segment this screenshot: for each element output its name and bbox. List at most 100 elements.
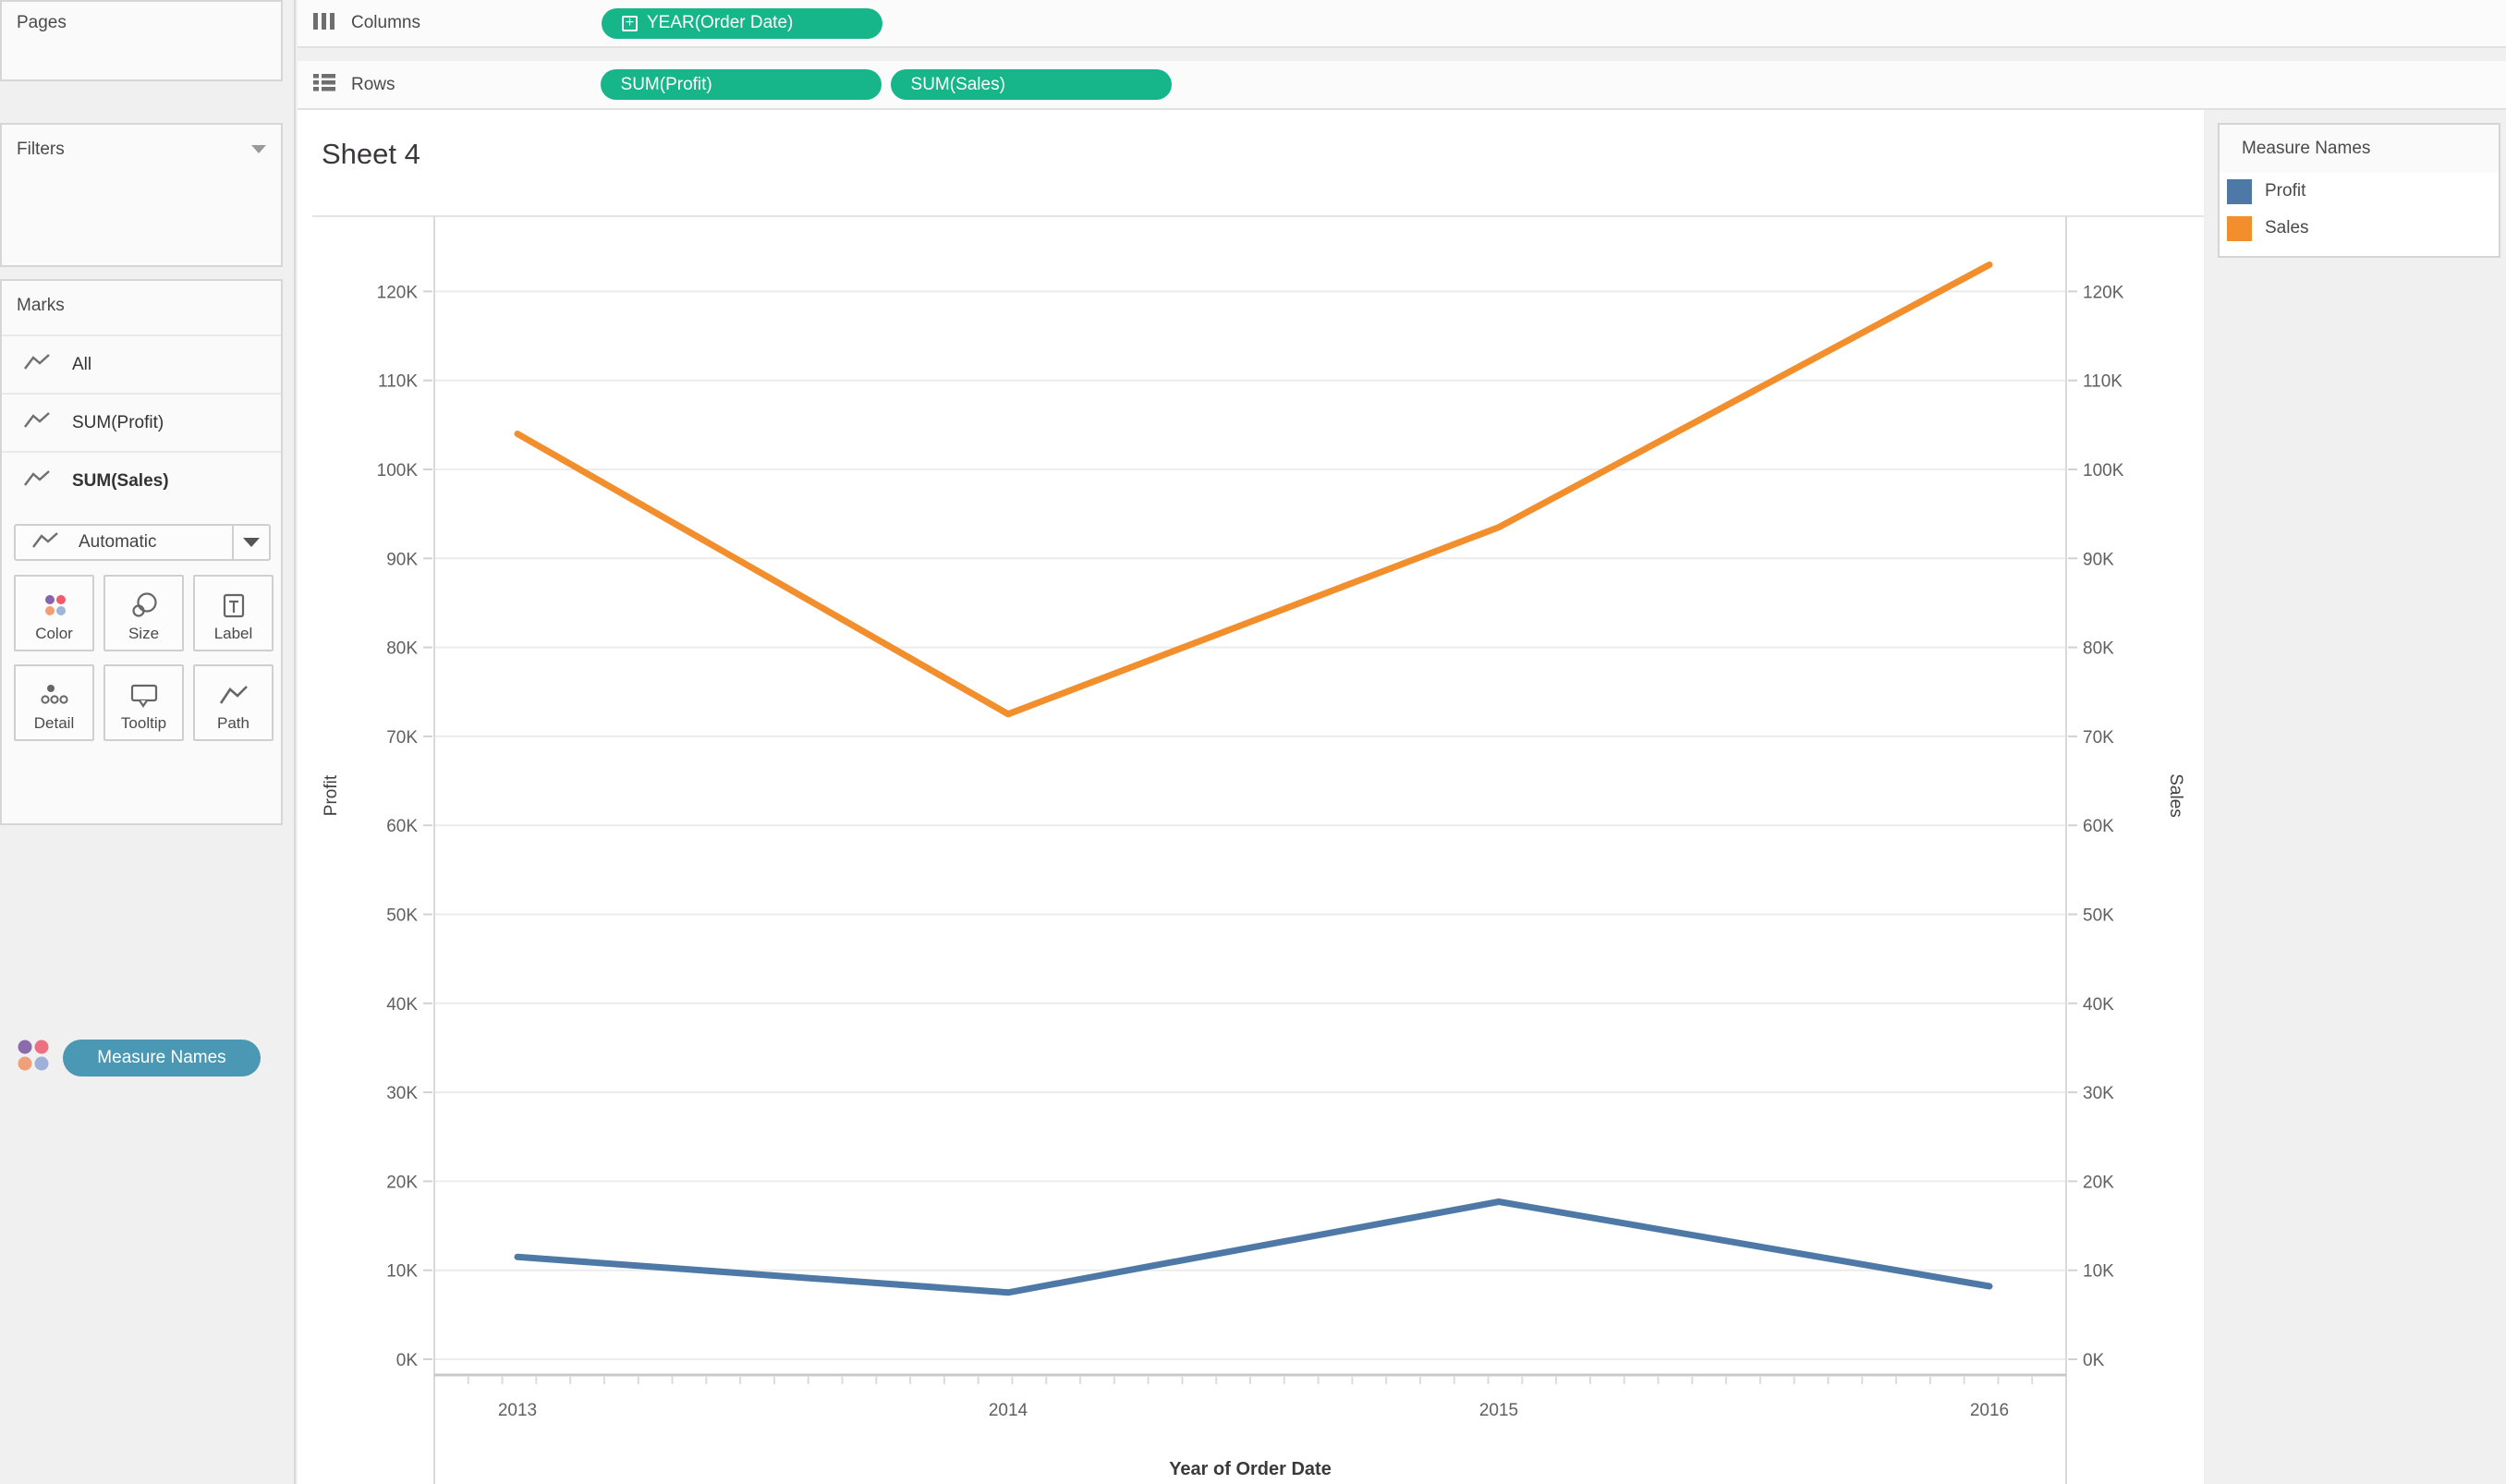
line-mark-icon [30,529,60,556]
y-axis-tick-label-right: 80K [2083,639,2114,659]
marks-item-label: SUM(Profit) [72,412,164,432]
color-dots-icon [15,1037,52,1078]
legend-title: Measure Names [2242,139,2371,158]
marks-button-label: Detail [33,714,75,732]
color-icon [38,591,71,621]
y-axis-tick-label-left: 110K [378,372,418,392]
legend-entry-profit[interactable]: Profit [2220,173,2499,210]
y-axis-tick-label-right: 70K [2083,728,2114,748]
tooltip-icon [128,681,161,711]
columns-label: Columns [351,13,420,32]
y-axis-tick-label-left: 40K [386,995,418,1015]
tooltip-button[interactable]: Tooltip [103,664,184,741]
y-axis-tick-label-right: 110K [2083,372,2123,392]
y-axis-tick-label-left: 30K [386,1084,418,1103]
marks-card: Marks All SUM(Profit) SUM(Sales) Automatic… [0,279,283,1077]
y-axis-tick-label-left: 70K [386,728,418,748]
y-axis-tick-label-left: 60K [386,817,418,836]
x-axis-tick-label: 2016 [1970,1401,2009,1420]
y-axis-tick-label-left: 80K [386,639,418,659]
y-axis-tick-label-left: 90K [386,550,418,569]
marks-button-label: Label [213,625,253,642]
rows-shelf[interactable]: Rows SUM(Profit) SUM(Sales) [298,61,2506,110]
legend-panel: Measure Names Profit Sales [2206,110,2506,1484]
line-mark-icon [22,351,52,378]
y-axis-tick-label-left: 0K [396,1351,419,1370]
y-axis-tick-label-right: 100K [2083,461,2124,480]
y-axis-tick-label-left: 50K [386,906,418,926]
y-axis-tick-label-right: 40K [2083,995,2114,1015]
y-axis-title-right: Sales [2166,773,2185,818]
legend-entry-list: Profit Sales [2220,173,2499,247]
marks-item-label: SUM(Sales) [72,470,169,491]
legend-swatch [2227,215,2252,241]
marks-item-sum-profit-[interactable]: SUM(Profit) [2,393,281,451]
dropdown-divider [232,526,234,559]
measure-names-pill[interactable]: Measure Names [63,1039,261,1077]
sheet-area: Sheet 4 0K 0K 10K 10K 20K 20K 30K 30K 40K 40K 50K 5… [298,110,2204,1484]
sales-line[interactable] [514,262,1993,718]
marks-button-label: Color [35,625,73,642]
rows-label: Rows [351,74,395,94]
filters-collapse-icon[interactable] [251,145,266,153]
y-axis-tick-label-left: 20K [386,1173,418,1192]
path-icon [217,681,250,711]
pill-label: SUM(Profit) [620,74,712,94]
y-axis-tick-label-right: 30K [2083,1084,2114,1103]
size-button[interactable]: Size [103,575,184,651]
line-mark-icon [22,468,52,494]
legend-entry-label: Profit [2265,181,2306,201]
pill-label: SUM(Sales) [910,74,1005,94]
label-icon [217,591,250,621]
y-axis-tick-label-left: 10K [386,1262,418,1282]
marks-item-label: All [72,354,92,374]
x-axis-title: Year of Order Date [1169,1459,1332,1479]
label-button[interactable]: Label [193,575,274,651]
y-axis-tick-label-right: 50K [2083,906,2114,926]
y-axis-tick-label-right: 90K [2083,550,2114,569]
color-button[interactable]: Color [14,575,94,651]
legend-swatch [2227,178,2252,204]
row-pill-sum-profit[interactable]: SUM(Profit) [600,69,882,100]
marks-label: Marks [17,296,65,315]
sheet-title[interactable]: Sheet 4 [322,138,420,170]
size-icon [128,591,161,621]
path-button[interactable]: Path [193,664,274,741]
mark-type-label: Automatic [79,532,157,552]
filters-shelf[interactable]: Filters [0,123,283,267]
pages-label: Pages [17,13,67,32]
detail-icon [38,681,71,711]
measure-names-legend[interactable]: Measure Names Profit Sales [2218,123,2500,258]
mark-type-dropdown[interactable]: Automatic [14,524,271,561]
y-axis-tick-label-right: 10K [2083,1262,2114,1282]
pill-label: YEAR(Order Date) [646,13,794,32]
column-pill-year-order-date[interactable]: + YEAR(Order Date) [601,7,882,39]
plus-box-icon[interactable]: + [621,15,638,31]
chevron-down-icon [243,538,260,547]
y-axis-tick-label-right: 120K [2083,283,2124,302]
color-shelf-row: Measure Names [15,1037,261,1078]
filters-label: Filters [17,140,65,159]
marks-button-label: Size [128,625,160,642]
mark-type-caret-button[interactable] [234,538,269,547]
rows-icon [312,72,336,97]
y-axis-tick-label-right: 60K [2083,817,2114,836]
profit-line[interactable] [514,1198,1993,1296]
x-axis-tick-label: 2013 [498,1401,537,1420]
y-axis-tick-label-right: 0K [2083,1351,2105,1370]
sidebar-divider[interactable] [294,0,296,1484]
pages-shelf[interactable]: Pages [0,0,283,81]
line-mark-icon [22,409,52,436]
detail-button[interactable]: Detail [14,664,94,741]
marks-item-sum-sales-[interactable]: SUM(Sales) [2,451,281,509]
marks-button-label: Tooltip [120,714,167,732]
marks-item-all[interactable]: All [2,335,281,393]
row-pill-sum-sales[interactable]: SUM(Sales) [890,69,1172,100]
legend-entry-label: Sales [2265,218,2309,237]
y-axis-tick-label-right: 20K [2083,1173,2114,1192]
columns-shelf[interactable]: Columns + YEAR(Order Date) [298,0,2506,48]
y-axis-tick-label-left: 120K [377,283,419,302]
legend-entry-sales[interactable]: Sales [2220,210,2499,247]
dual-axis-line-chart[interactable]: 0K 0K 10K 10K 20K 20K 30K 30K 40K 40K 50K 50K 60K 60K… [298,110,2204,1484]
